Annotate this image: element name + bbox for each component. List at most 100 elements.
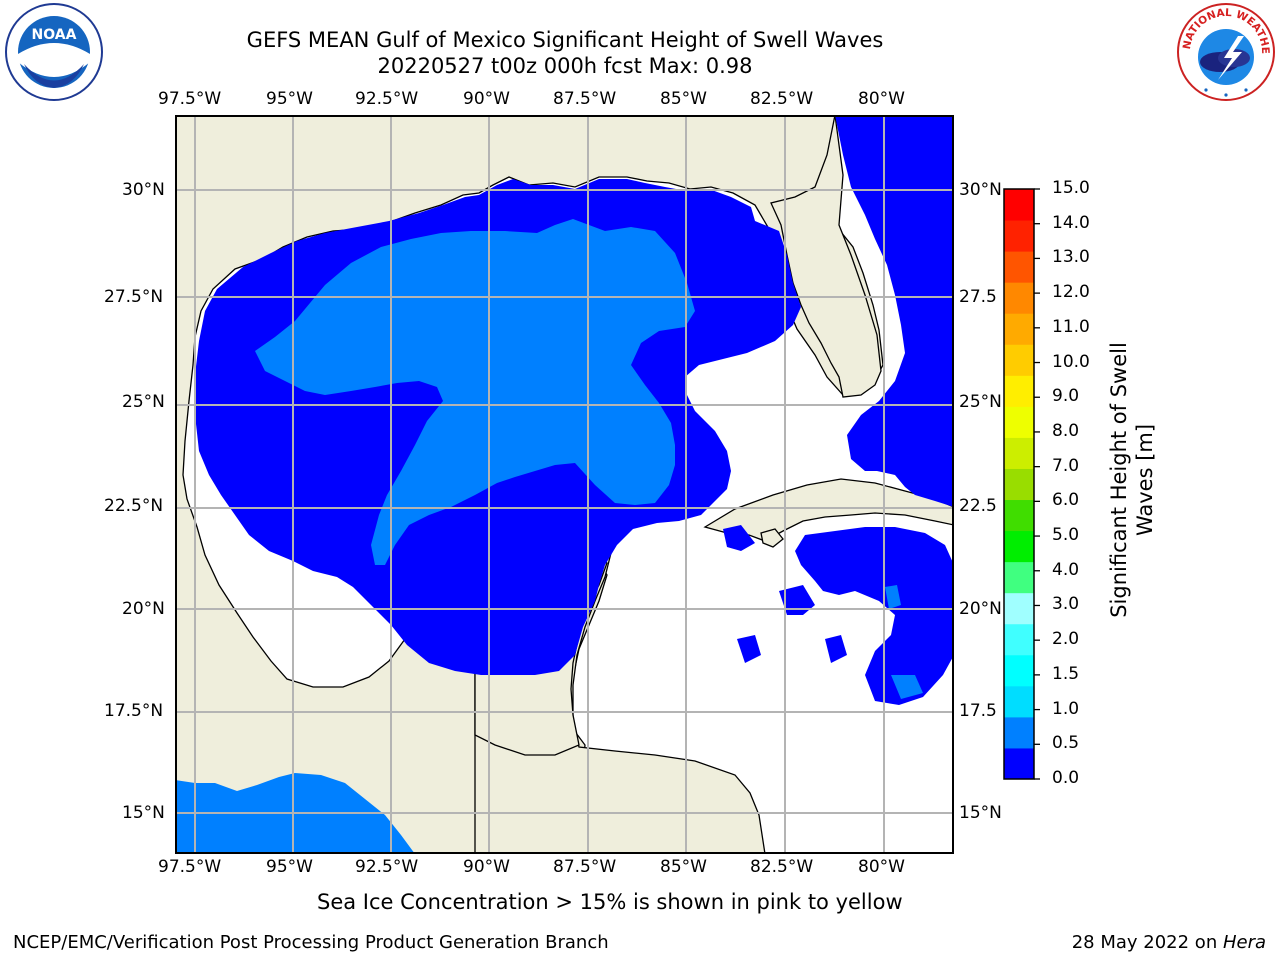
gridlines — [175, 115, 954, 854]
lon-label-top: 97.5°W — [158, 89, 222, 109]
lon-label-top: 82.5°W — [750, 89, 814, 109]
colorbar-tick-label: 6.0 — [1052, 490, 1080, 511]
lat-label-right: 17.5 — [959, 701, 997, 721]
swell-patch-caribbean — [795, 527, 954, 705]
colorbar-segment — [1004, 499, 1034, 532]
colorbar-tick-label: 0.5 — [1052, 733, 1080, 754]
lon-label-bottom: 90°W — [463, 857, 510, 877]
colorbar-tick-label: 4.0 — [1052, 559, 1080, 580]
lon-label-bottom: 80°W — [858, 857, 905, 877]
colorbar-segment — [1004, 623, 1034, 656]
colorbar-tick-label: 1.5 — [1052, 663, 1080, 684]
land-isle-of-youth — [760, 528, 784, 548]
colorbar-segments — [1004, 189, 1034, 780]
chart-title: GEFS MEAN Gulf of Mexico Significant Hei… — [246, 28, 884, 52]
footer-host: Hera — [1222, 932, 1266, 953]
lon-label-bottom: 97.5°W — [158, 857, 222, 877]
lat-label-left: 22.5°N — [104, 496, 164, 516]
colorbar-tick-label: 13.0 — [1052, 247, 1090, 268]
land-florida — [770, 115, 954, 854]
colorbar-tick-label: 14.0 — [1052, 212, 1090, 233]
colorbar-segment — [1004, 716, 1034, 749]
lat-label-left: 15°N — [122, 803, 165, 823]
lat-label-left: 25°N — [122, 392, 165, 412]
map-plot — [175, 115, 954, 854]
lat-label-right: 25°N — [959, 392, 1002, 412]
swell-patch-caribbean-4 — [737, 635, 761, 663]
footer-date: 28 May 2022 on Hera — [1072, 932, 1266, 953]
lat-label-right: 30°N — [959, 180, 1002, 200]
colorbar-tick-label: 1.0 — [1052, 698, 1080, 719]
swell-patch-caribbean-2 — [779, 585, 815, 615]
lon-label-top: 90°W — [463, 89, 510, 109]
colorbar-tick-label: 8.0 — [1052, 420, 1080, 441]
colorbar-segment — [1004, 189, 1034, 221]
lat-label-left: 20°N — [122, 599, 165, 619]
lat-label-left: 30°N — [122, 180, 165, 200]
colorbar-frame — [1003, 188, 1035, 780]
colorbar — [1003, 188, 1040, 780]
colorbar-segment — [1004, 561, 1034, 594]
colorbar-title-line1: Significant Height of Swell — [1107, 342, 1131, 618]
colorbar-segment — [1004, 406, 1034, 438]
colorbar-segment — [1004, 468, 1034, 501]
swell-patch-caribbean-7 — [885, 585, 901, 609]
colorbar-segment — [1004, 251, 1034, 283]
colorbar-segment — [1004, 654, 1034, 687]
colorbar-tick-label: 5.0 — [1052, 525, 1080, 546]
lon-label-bottom: 92.5°W — [355, 857, 419, 877]
colorbar-title: Significant Height of Swell Waves [m] — [1102, 300, 1162, 660]
lon-label-bottom: 85°W — [660, 857, 707, 877]
colorbar-tick-label: 3.0 — [1052, 594, 1080, 615]
colorbar-tick-label: 7.0 — [1052, 455, 1080, 476]
lat-label-right: 27.5 — [959, 287, 997, 307]
colorbar-title-line2: Waves [m] — [1133, 424, 1157, 536]
colorbar-segment — [1004, 747, 1034, 780]
colorbar-segment — [1004, 685, 1034, 718]
colorbar-tickmarks — [1034, 188, 1040, 780]
swell-patch-caribbean-6 — [891, 675, 923, 699]
lon-label-bottom: 87.5°W — [553, 857, 617, 877]
colorbar-segment — [1004, 313, 1034, 345]
colorbar-tick-label: 2.0 — [1052, 629, 1080, 650]
colorbar-tick-label: 12.0 — [1052, 282, 1090, 303]
colorbar-tick-label: 11.0 — [1052, 316, 1090, 337]
lat-label-left: 17.5°N — [104, 701, 164, 721]
lat-label-right: 15°N — [959, 803, 1002, 823]
lon-label-top: 95°W — [266, 89, 313, 109]
colorbar-tick-label: 0.0 — [1052, 768, 1080, 788]
lon-label-top: 80°W — [858, 89, 905, 109]
colorbar-segment — [1004, 530, 1034, 563]
map-frame — [175, 115, 954, 854]
lon-label-bottom: 95°W — [266, 857, 313, 877]
sea-ice-note: Sea Ice Concentration > 15% is shown in … — [317, 890, 903, 914]
footer-date-text: 28 May 2022 on — [1071, 932, 1223, 953]
chart-subtitle: 20220527 t00z 000h fcst Max: 0.98 — [377, 54, 753, 78]
colorbar-tick-label: 9.0 — [1052, 386, 1080, 407]
colorbar-segment — [1004, 344, 1034, 376]
swell-patch-caribbean-5 — [825, 635, 847, 663]
swell-band-mid — [255, 219, 695, 565]
lon-label-bottom: 82.5°W — [750, 857, 814, 877]
noaa-logo: NOAA — [4, 2, 104, 102]
nws-logo-icon: NATIONAL WEATHER SERVICE — [1172, 0, 1275, 101]
lon-label-top: 87.5°W — [553, 89, 617, 109]
colorbar-segment — [1004, 437, 1034, 469]
colorbar-segment — [1004, 220, 1034, 252]
colorbar-segment — [1004, 592, 1034, 625]
footer-credit: NCEP/EMC/Verification Post Processing Pr… — [13, 932, 609, 953]
colorbar-tick-label: 15.0 — [1052, 178, 1090, 198]
lon-label-top: 85°W — [660, 89, 707, 109]
noaa-logo-text: NOAA — [32, 27, 77, 43]
swell-band-atlantic — [835, 115, 954, 507]
lat-label-left: 27.5°N — [104, 287, 164, 307]
lat-label-right: 22.5 — [959, 496, 997, 516]
colorbar-segment — [1004, 375, 1034, 407]
nws-logo: NATIONAL WEATHER SERVICE — [1172, 0, 1276, 102]
colorbar-tick-label: 10.0 — [1052, 351, 1090, 372]
colorbar-segment — [1004, 282, 1034, 314]
lon-label-top: 92.5°W — [355, 89, 419, 109]
swell-patch-caribbean-3 — [723, 525, 755, 551]
noaa-logo-icon: NOAA — [5, 3, 103, 101]
lat-label-right: 20°N — [959, 599, 1002, 619]
